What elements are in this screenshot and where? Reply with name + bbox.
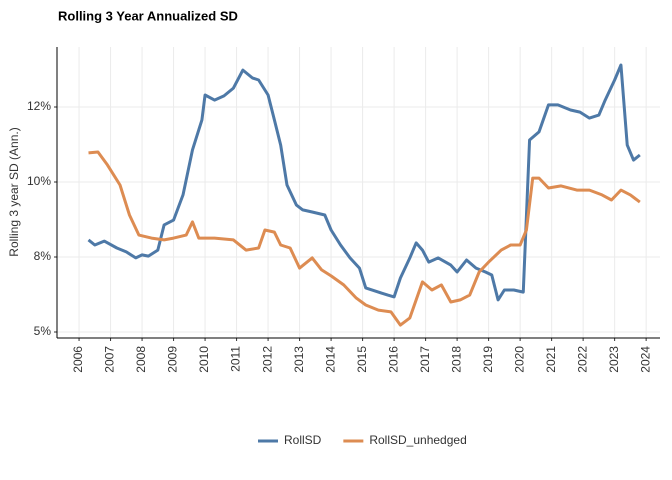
x-tick-label: 2012	[260, 346, 274, 373]
x-tick-label: 2021	[544, 346, 558, 373]
line-series	[87, 63, 641, 302]
x-tick-label: 2009	[166, 346, 180, 373]
x-tick-label: 2019	[481, 346, 495, 373]
legend-label: RollSD_unhedged	[369, 433, 466, 447]
x-tick-label: 2007	[103, 346, 117, 373]
chart-title: Rolling 3 Year Annualized SD	[58, 8, 238, 23]
y-tick-label: 12%	[27, 99, 51, 113]
x-tick-label: 2010	[197, 346, 211, 373]
y-tick-label: 10%	[27, 174, 51, 188]
x-tick-label: 2020	[512, 346, 526, 373]
x-tick-label: 2011	[229, 346, 243, 372]
x-tick-label: 2016	[386, 346, 400, 373]
x-tick-label: 2023	[607, 346, 621, 373]
x-tick-label: 2008	[134, 346, 148, 373]
x-tick-label: 2014	[323, 346, 337, 373]
y-axis-label: Rolling 3 year SD (Ann.)	[7, 127, 21, 256]
x-tick-label: 2015	[355, 346, 369, 373]
x-tick-label: 2017	[418, 346, 432, 373]
x-tick-label: 2006	[71, 346, 85, 373]
legend-label: RollSD	[284, 433, 322, 447]
x-tick-label: 2013	[292, 346, 306, 373]
x-tick-label: 2024	[638, 346, 652, 373]
y-tick-label: 5%	[34, 324, 52, 338]
line-series	[88, 150, 641, 327]
x-tick-label: 2018	[449, 346, 463, 373]
x-tick-label: 2022	[575, 346, 589, 373]
y-tick-label: 8%	[34, 249, 52, 263]
